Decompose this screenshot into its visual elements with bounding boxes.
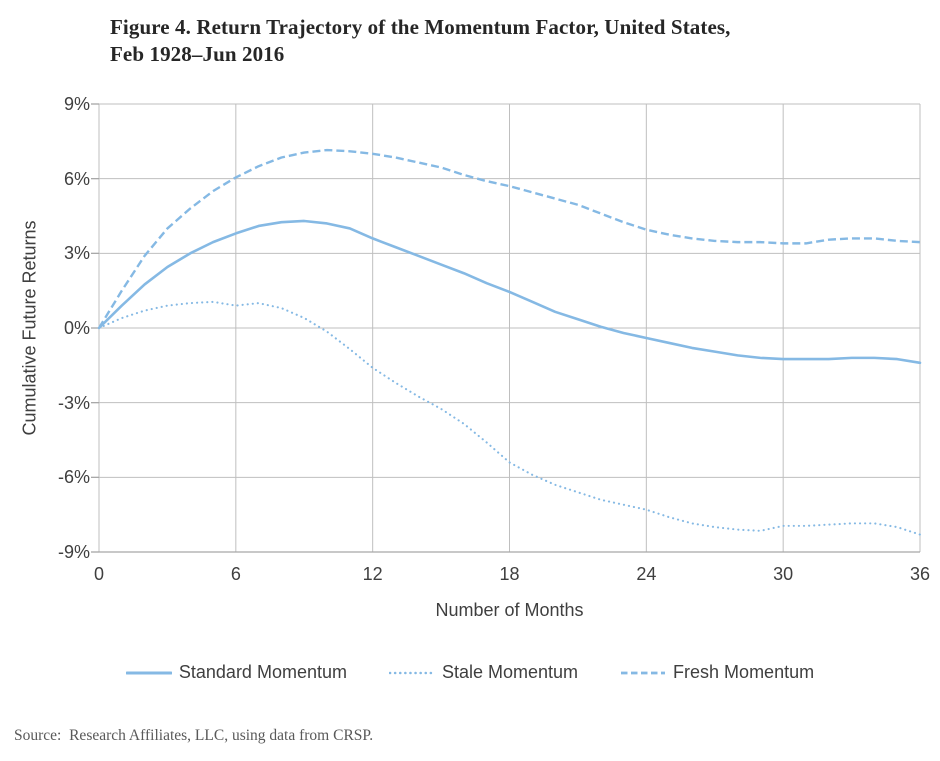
legend-item-stale-momentum: Stale Momentum	[388, 662, 579, 683]
x-tick-label: 18	[499, 564, 520, 584]
y-tick-label: -9%	[57, 542, 90, 562]
source-note: Source: Research Affiliates, LLC, using …	[14, 727, 374, 744]
series-line-stale-momentum	[97, 300, 922, 536]
y-axis-title: Cumulative Future Returns	[19, 220, 40, 436]
solid-line-swatch-icon	[125, 671, 172, 674]
y-tick-label: 0%	[63, 318, 90, 338]
x-tick-label: 12	[362, 564, 383, 584]
y-tick-label: 3%	[63, 243, 90, 264]
y-tick-label: 6%	[63, 168, 90, 189]
figure-title: Figure 4. Return Trajectory of the Momen…	[110, 14, 900, 68]
dashed-line-swatch-icon	[621, 671, 666, 674]
legend-label: Fresh Momentum	[673, 662, 815, 682]
legend: Standard Momentum Stale Momentum Fresh M…	[0, 662, 940, 683]
x-axis-title: Number of Months	[435, 600, 584, 620]
y-tick-label: 9%	[63, 94, 90, 114]
legend-item-standard-momentum: Standard Momentum	[125, 662, 347, 683]
x-tick-label: 24	[636, 564, 657, 584]
series-line-standard-momentum	[97, 219, 922, 365]
legend-item-fresh-momentum: Fresh Momentum	[620, 662, 814, 683]
legend-label: Stale Momentum	[441, 662, 579, 682]
y-tick-label: -3%	[57, 392, 90, 413]
y-tick-label: -6%	[57, 467, 90, 488]
figure-title-line2: Feb 1928–Jun 2016	[110, 42, 285, 66]
figure-title-line1: Figure 4. Return Trajectory of the Momen…	[110, 15, 731, 39]
x-tick-label: 0	[93, 564, 104, 584]
legend-label: Standard Momentum	[178, 662, 347, 682]
dotted-line-swatch-icon	[388, 671, 435, 674]
x-tick-label: 36	[909, 564, 931, 584]
x-tick-label: 30	[773, 564, 794, 584]
series-line-fresh-momentum	[97, 148, 921, 329]
x-tick-label: 6	[230, 564, 241, 584]
